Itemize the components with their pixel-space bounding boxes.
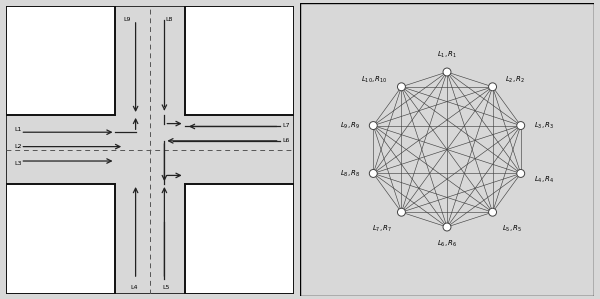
Text: $L_3,R_3$: $L_3,R_3$: [534, 120, 554, 131]
Circle shape: [370, 170, 377, 177]
Circle shape: [517, 170, 524, 177]
Text: $L_8,R_8$: $L_8,R_8$: [340, 168, 360, 179]
Circle shape: [370, 122, 377, 129]
Text: L7: L7: [283, 123, 290, 127]
Bar: [6, 5, 115, 115]
Bar: [115, 5, 185, 294]
Text: $L_9,R_9$: $L_9,R_9$: [340, 120, 360, 131]
Circle shape: [517, 122, 524, 129]
Circle shape: [397, 208, 406, 216]
Text: $L_1,R_1$: $L_1,R_1$: [437, 50, 457, 60]
Circle shape: [488, 83, 497, 91]
Text: L3: L3: [14, 161, 22, 167]
Text: $L_{10},R_{10}$: $L_{10},R_{10}$: [361, 75, 388, 85]
Bar: [6, 115, 294, 184]
Text: $L_4,R_4$: $L_4,R_4$: [534, 175, 554, 185]
Text: L4: L4: [130, 285, 138, 290]
Text: L9: L9: [124, 17, 131, 22]
Text: L6: L6: [283, 138, 290, 143]
Circle shape: [397, 83, 406, 91]
Circle shape: [488, 208, 497, 216]
Text: $L_7,R_7$: $L_7,R_7$: [371, 224, 392, 234]
Text: $L_6,R_6$: $L_6,R_6$: [437, 239, 457, 249]
Bar: [185, 5, 294, 115]
Circle shape: [443, 68, 451, 76]
Text: L1: L1: [14, 127, 22, 132]
Text: $L_2,R_2$: $L_2,R_2$: [505, 75, 525, 85]
Text: L8: L8: [166, 17, 173, 22]
Text: L5: L5: [162, 285, 170, 290]
Circle shape: [443, 223, 451, 231]
Bar: [185, 184, 294, 294]
Text: L2: L2: [14, 144, 22, 149]
Text: $L_5,R_5$: $L_5,R_5$: [502, 224, 523, 234]
Bar: [6, 184, 115, 294]
